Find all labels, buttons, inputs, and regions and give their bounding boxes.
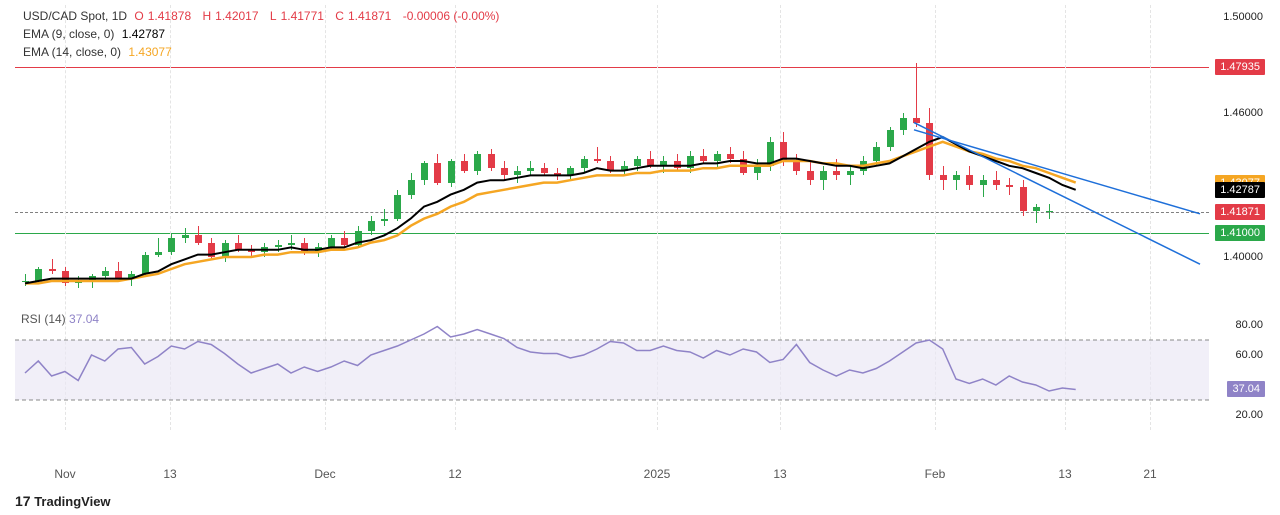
x-tick: 13 (163, 467, 176, 481)
rsi-ytick: 20.00 (1235, 409, 1263, 421)
horizontal-line (15, 212, 1209, 213)
x-tick: 13 (1058, 467, 1071, 481)
x-tick: Feb (925, 467, 946, 481)
rsi-ytick: 60.00 (1235, 349, 1263, 361)
tradingview-logo: 17 TradingView (15, 493, 111, 509)
rsi-legend: RSI (14) 37.04 (21, 312, 99, 326)
rsi-panel[interactable]: RSI (14) 37.04 (15, 310, 1209, 430)
change-label: -0.00006 (-0.00%) (403, 9, 500, 23)
ema14-legend: EMA (14, close, 0) 1.43077 (23, 43, 503, 61)
ema9-legend: EMA (9, close, 0) 1.42787 (23, 25, 503, 43)
price-ytick: 1.50000 (1223, 11, 1263, 23)
rsi-value-label: 37.04 (1227, 381, 1265, 397)
chart-header: USD/CAD Spot, 1D O1.41878 H1.42017 L1.41… (23, 7, 503, 61)
price-label: 1.47935 (1215, 59, 1265, 75)
price-ytick: 1.40000 (1223, 251, 1263, 263)
rsi-ytick: 80.00 (1235, 319, 1263, 331)
symbol-label: USD/CAD Spot, 1D (23, 9, 127, 23)
x-tick: 21 (1143, 467, 1156, 481)
x-tick: 13 (773, 467, 786, 481)
price-ytick: 1.46000 (1223, 107, 1263, 119)
x-tick: 12 (448, 467, 461, 481)
x-tick: 2025 (644, 467, 671, 481)
price-label: 1.41871 (1215, 204, 1265, 220)
chart-container: USD/CAD Spot, 1D O1.41878 H1.42017 L1.41… (15, 5, 1265, 485)
rsi-y-axis: 80.00 60.00 20.00 37.04 (1209, 310, 1265, 430)
price-label: 1.42787 (1215, 182, 1265, 198)
horizontal-line (15, 67, 1209, 68)
rsi-overlay (15, 310, 1209, 430)
x-tick: Dec (314, 467, 335, 481)
horizontal-line (15, 233, 1209, 234)
symbol-ohlc-line: USD/CAD Spot, 1D O1.41878 H1.42017 L1.41… (23, 7, 503, 25)
x-axis: Nov 13 Dec 12 2025 13 Feb 13 21 (15, 461, 1209, 485)
x-tick: Nov (54, 467, 75, 481)
price-label: 1.41000 (1215, 225, 1265, 241)
